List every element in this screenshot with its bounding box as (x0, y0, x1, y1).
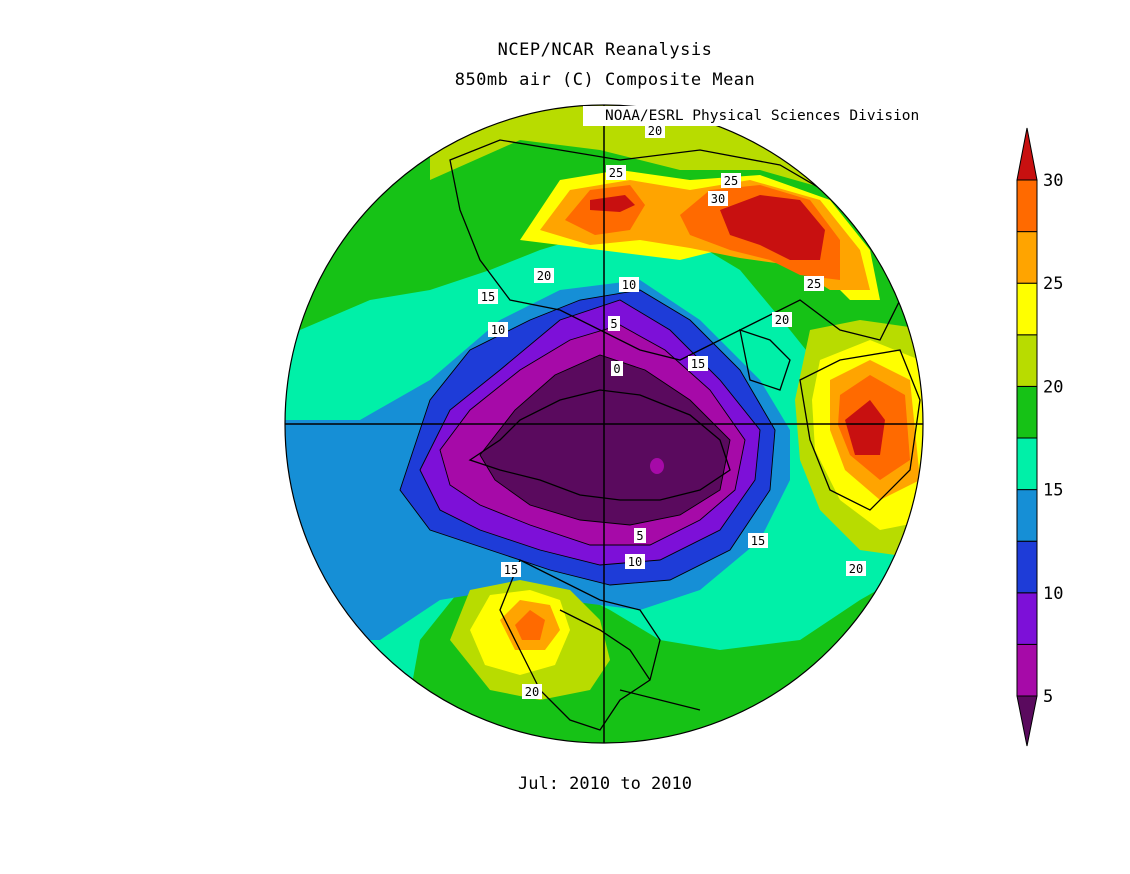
band-above-30-mideast (845, 400, 885, 455)
contour-label: 25 (609, 166, 623, 180)
colorbar-tick-label: 15 (1043, 481, 1063, 501)
colorbar-high-arrow (1016, 127, 1038, 181)
colorbar-tick-label: 25 (1043, 274, 1063, 294)
colorbar: 30 25 20 15 10 5 (1016, 127, 1063, 747)
credit-label: NOAA/ESRL Physical Sciences Division (583, 106, 926, 126)
contour-label: 15 (481, 290, 495, 304)
contour-label: 20 (849, 562, 863, 576)
contour-label-bg (772, 312, 792, 327)
warm-spot-arctic (650, 458, 664, 474)
contour-label: 25 (724, 174, 738, 188)
colorbar-swatch (1016, 179, 1038, 233)
contour-label: 20 (648, 124, 662, 138)
chart-title: NCEP/NCAR Reanalysis (497, 40, 713, 60)
contour-lines (399, 289, 776, 586)
colorbar-swatch (1016, 282, 1038, 336)
contour-label: 20 (537, 269, 551, 283)
contour-label-bg (619, 277, 639, 292)
contour-labels: 20 25 25 30 20 10 15 10 5 25 20 0 15 5 10 15 15 20 20 (478, 123, 866, 699)
contour-label: 0 (613, 362, 620, 376)
colorbar-tick-label: 5 (1043, 687, 1053, 707)
contour-label: 15 (504, 563, 518, 577)
colorbar-swatch (1016, 385, 1038, 439)
band-above-30-asia (590, 195, 825, 260)
contour-label-bg (748, 533, 768, 548)
colorbar-tick-label: 30 (1043, 171, 1063, 191)
contour-label: 20 (775, 313, 789, 327)
time-period-label: Jul: 2010 to 2010 (518, 774, 692, 794)
contour-label: 10 (491, 323, 505, 337)
contour-label-bg (688, 356, 708, 371)
colorbar-tick-label: 10 (1043, 584, 1063, 604)
contour-label-bg (721, 173, 741, 188)
contour-label: 10 (622, 278, 636, 292)
colorbar-swatch (1016, 489, 1038, 542)
band-27-30-namerica (515, 610, 545, 640)
contour-label: 15 (691, 357, 705, 371)
contour-label-bg (608, 316, 620, 331)
contour-label-bg (708, 191, 728, 206)
contour-label: 15 (751, 534, 765, 548)
contour-label-bg (611, 361, 623, 376)
contour-label-bg (501, 562, 521, 577)
colorbar-low-arrow (1016, 695, 1038, 747)
contour-label-bg (625, 554, 645, 569)
colorbar-swatch (1016, 540, 1038, 594)
chart-subtitle: 850mb air (C) Composite Mean (454, 70, 756, 90)
contour-label: 20 (525, 685, 539, 699)
contour-label: 30 (711, 192, 725, 206)
contour-label-bg (634, 528, 646, 543)
contour-label: 5 (610, 317, 617, 331)
contour-label: 25 (807, 277, 821, 291)
contour-label-bg (846, 561, 866, 576)
colorbar-swatch (1016, 231, 1038, 284)
colorbar-swatch (1016, 592, 1038, 645)
contour-label-bg (534, 268, 554, 283)
temperature-field (285, 105, 923, 743)
contour-label-bg (488, 322, 508, 337)
colorbar-tick-label: 20 (1043, 377, 1063, 397)
colorbar-swatch (1016, 334, 1038, 387)
contour-label-bg (522, 684, 542, 699)
band-below-5 (480, 355, 730, 525)
colorbar-swatch (1016, 437, 1038, 491)
contour-label: 10 (628, 555, 642, 569)
contour-label-bg (478, 289, 498, 304)
colorbar-swatch (1016, 643, 1038, 697)
contour-label-bg (606, 165, 626, 180)
contour-label-bg (804, 276, 824, 291)
contour-label-bg (645, 123, 665, 138)
coastlines (449, 139, 921, 731)
contour-label: 5 (636, 529, 643, 543)
